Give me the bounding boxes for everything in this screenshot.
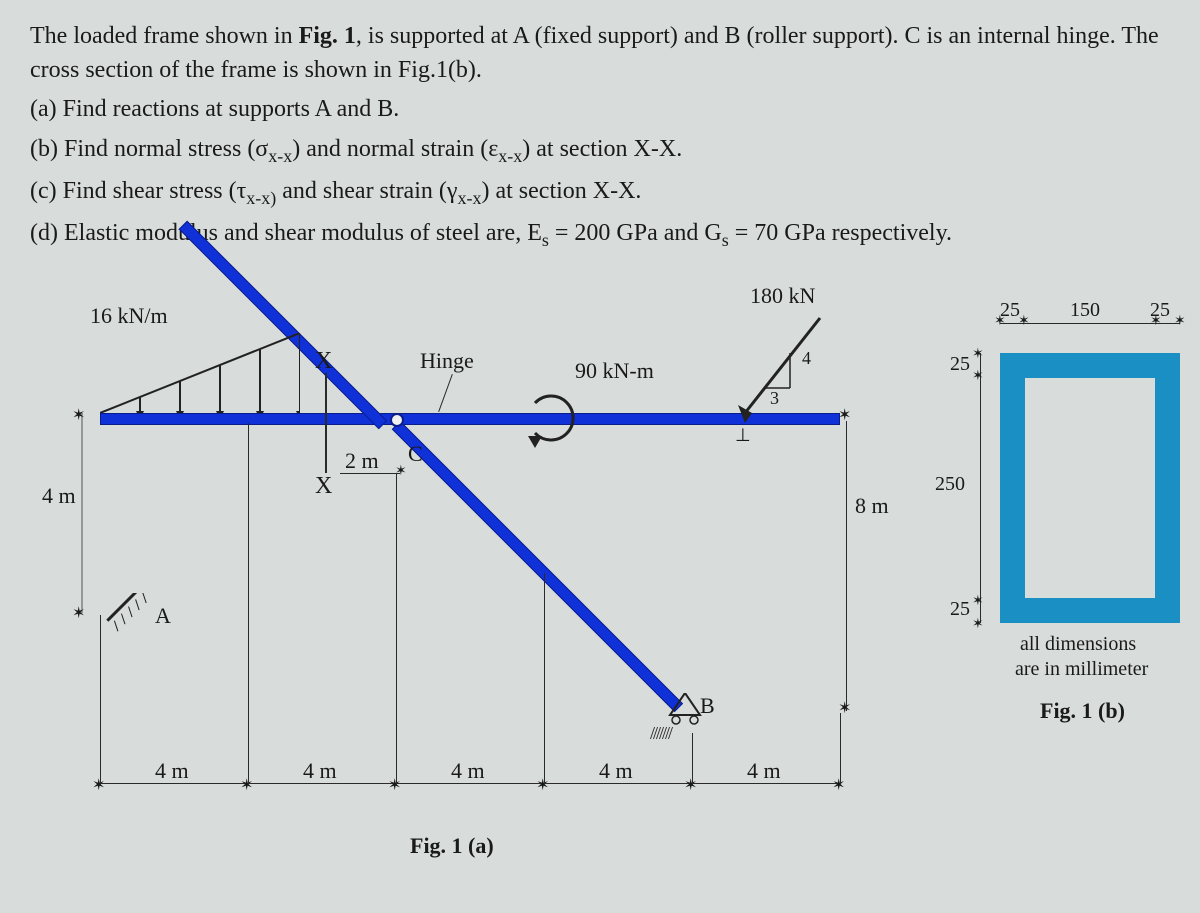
b-pre: (b) Find normal stress (σ <box>30 136 268 162</box>
btick-4: ✶ <box>684 775 697 795</box>
moment-arrow-icon <box>520 388 580 448</box>
cross-section-shape <box>1000 353 1180 623</box>
ext-5 <box>840 713 841 785</box>
dim-v-left-line <box>72 413 92 613</box>
hinge-dim-line <box>340 473 400 474</box>
c-sub2: x-x <box>457 188 481 208</box>
dim-v-right: 8 m <box>855 493 889 519</box>
btick-2: ✶ <box>388 775 401 795</box>
point-load-label: 180 kN <box>750 283 815 309</box>
point-load-arrow-icon <box>730 313 830 423</box>
load-tick-icon: ⊥ <box>735 425 751 446</box>
d-sub1: s <box>542 230 549 250</box>
sl2: ✶ <box>972 593 984 610</box>
part-c: (c) Find shear stress (τx-x) and shear s… <box>30 175 1170 211</box>
st2: ✶ <box>1150 313 1162 330</box>
distributed-load-icon <box>100 333 300 413</box>
d-mid: = 200 GPa and G <box>549 220 722 246</box>
d-post: = 70 GPa respectively. <box>729 220 952 246</box>
b-sub2: x-x <box>498 146 522 166</box>
c-post: ) at section X-X. <box>481 178 641 204</box>
b-mid: ) and normal strain (ε <box>292 136 498 162</box>
sec-left-line <box>980 353 981 623</box>
ext-3 <box>544 573 545 785</box>
section-x-bottom: X <box>315 473 332 500</box>
hinge-label: Hinge <box>420 348 474 374</box>
c-sub1: x-x) <box>246 188 276 208</box>
hinge-icon <box>390 413 404 427</box>
caption-a: Fig. 1 (a) <box>410 833 494 859</box>
dim-v-right-line <box>846 421 847 711</box>
btick-0: ✶ <box>92 775 105 795</box>
sec-left-d1: 250 <box>935 473 965 496</box>
dim-tick-bl: ✶ <box>72 603 85 623</box>
intro-a: The loaded frame shown in <box>30 23 299 49</box>
bdim-4: 4 m <box>747 758 781 784</box>
section-note1: all dimensions <box>1020 633 1136 656</box>
sec-left-d0: 25 <box>950 353 970 376</box>
point-a-label: A <box>155 603 171 629</box>
beam-diagonal-right <box>392 420 683 711</box>
ext-0 <box>100 615 101 785</box>
sec-left-d2: 25 <box>950 598 970 621</box>
ext-1 <box>248 423 249 785</box>
sl1: ✶ <box>972 368 984 385</box>
sec-top-d1: 150 <box>1070 299 1100 322</box>
roller-hatch: /////// <box>650 723 671 744</box>
hinge-dim: 2 m <box>345 448 379 474</box>
bdim-1: 4 m <box>303 758 337 784</box>
sl0: ✶ <box>972 346 984 363</box>
dist-load-label: 16 kN/m <box>90 303 168 329</box>
st1: ✶ <box>1018 313 1030 330</box>
slope-v: 4 <box>802 348 811 369</box>
point-c-label: C <box>408 441 423 467</box>
slope-h: 3 <box>770 388 779 409</box>
fig-ref: Fig. 1 <box>299 23 356 49</box>
bdim-3: 4 m <box>599 758 633 784</box>
dim-tick-tl: ✶ <box>72 405 85 425</box>
section-x-top: X <box>315 348 332 375</box>
beam-horizontal <box>100 413 840 425</box>
ext-4 <box>692 733 693 785</box>
point-b-label: B <box>700 693 715 719</box>
bdim-0: 4 m <box>155 758 189 784</box>
ext-2 <box>396 473 397 785</box>
st3: ✶ <box>1174 313 1186 330</box>
btick-3: ✶ <box>536 775 549 795</box>
b-post: ) at section X-X. <box>522 136 682 162</box>
problem-statement: The loaded frame shown in Fig. 1, is sup… <box>30 20 1170 253</box>
b-sub1: x-x <box>268 146 292 166</box>
c-pre: (c) Find shear stress (τ <box>30 178 246 204</box>
fixed-support-icon <box>100 593 160 643</box>
dim-v-left: 4 m <box>42 483 76 509</box>
hinge-pointer <box>438 374 453 412</box>
c-mid: and shear strain (γ <box>276 178 457 204</box>
part-b: (b) Find normal stress (σx-x) and normal… <box>30 133 1170 169</box>
moment-label: 90 kN-m <box>575 358 654 384</box>
st0: ✶ <box>994 313 1006 330</box>
dim-tick-tr: ✶ <box>838 405 851 425</box>
section-note2: are in millimeter <box>1015 658 1148 681</box>
btick-1: ✶ <box>240 775 253 795</box>
bdim-2: 4 m <box>451 758 485 784</box>
d-pre: (d) Elastic modulus and shear modulus of… <box>30 220 542 246</box>
caption-b: Fig. 1 (b) <box>1040 698 1125 724</box>
d-sub2: s <box>722 230 729 250</box>
figure-1a: 16 kN/m X X Hinge 90 kN-m 180 kN 4 3 ⊥ 2… <box>30 273 1170 893</box>
sl3: ✶ <box>972 616 984 633</box>
part-a: (a) Find reactions at supports A and B. <box>30 93 1170 127</box>
section-line <box>325 373 327 473</box>
btick-5: ✶ <box>832 775 845 795</box>
intro-line: The loaded frame shown in Fig. 1, is sup… <box>30 20 1170 87</box>
